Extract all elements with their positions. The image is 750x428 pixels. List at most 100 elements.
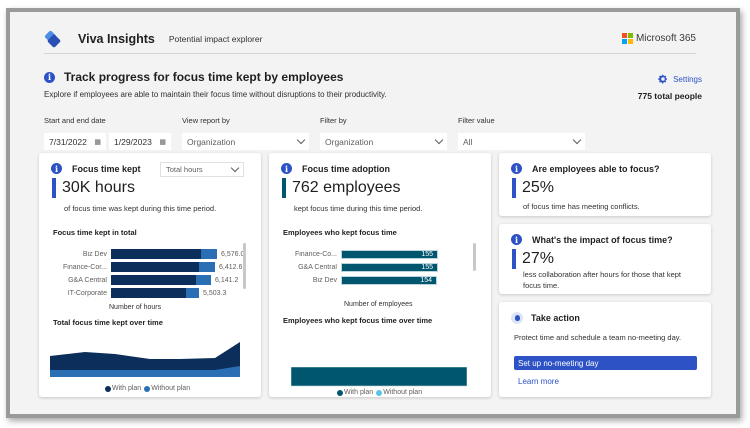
info-icon[interactable]: i xyxy=(281,163,292,174)
legend-item[interactable]: Without plan xyxy=(144,385,190,392)
legend-dot-icon xyxy=(144,385,151,392)
start-date-input[interactable]: 7/31/2022 ▦ xyxy=(44,133,106,150)
area-chart[interactable] xyxy=(291,367,467,387)
bar-label: IT-Corporate xyxy=(67,289,107,297)
microsoft-logo-icon xyxy=(621,33,633,44)
page-description: Explore if employees are able to maintai… xyxy=(44,90,387,99)
bar-row[interactable]: Biz Dev 6,576.0 xyxy=(49,249,244,259)
bar-label: Finance-Co... xyxy=(294,250,337,258)
card-title-text: Are employees able to focus? xyxy=(532,163,660,174)
end-date-value: 1/29/2023 xyxy=(114,136,152,147)
metric-row: 762 employees xyxy=(282,178,401,198)
metric-row: 30K hours xyxy=(52,178,135,198)
calendar-icon: ▦ xyxy=(159,138,166,146)
metric-value: 27% xyxy=(522,250,555,267)
stacked-bar xyxy=(111,275,211,285)
bar-row[interactable]: Biz Dev 154 xyxy=(279,275,437,285)
chart-legend: With plan Without plan xyxy=(105,385,193,392)
chart-title: Focus time kept in total xyxy=(53,228,137,237)
metric-description: of focus time was kept during this time … xyxy=(64,204,217,213)
bar-label: Biz Dev xyxy=(82,250,107,258)
brand-label: Microsoft 365 xyxy=(635,33,696,44)
metric-row: 25% xyxy=(512,178,554,198)
legend-label: Without plan xyxy=(151,385,191,392)
settings-label: Settings xyxy=(673,74,702,84)
legend-dot-icon xyxy=(105,385,111,392)
legend-dot-icon xyxy=(376,389,383,396)
able-to-focus-card: i Are employees able to focus? 25% of fo… xyxy=(499,153,711,216)
microsoft-365-brand: Microsoft 365 xyxy=(621,33,696,44)
page-heading: i Track progress for focus time kept by … xyxy=(44,70,343,84)
chevron-down-icon xyxy=(572,135,582,145)
app-container: Viva Insights Potential impact explorer … xyxy=(10,12,736,414)
date-range-label: Start and end date xyxy=(44,116,106,125)
card-title-text: Focus time kept xyxy=(72,163,141,174)
card-title: i Focus time kept xyxy=(51,163,141,174)
stacked-bar xyxy=(111,262,215,272)
legend-label: Without plan xyxy=(383,389,423,396)
legend-item[interactable]: With plan xyxy=(337,389,373,396)
filter-by-label: Filter by xyxy=(320,116,347,125)
accent-bar xyxy=(512,249,516,269)
bar-value: 155 xyxy=(421,250,433,258)
legend-item[interactable]: With plan xyxy=(105,385,141,392)
legend-label: With plan xyxy=(112,385,142,392)
learn-more-link[interactable]: Learn more xyxy=(518,377,559,386)
stacked-bar xyxy=(111,288,199,298)
stacked-bar xyxy=(111,249,217,259)
bar-value: 6,141.2 xyxy=(215,276,239,284)
focus-time-kept-card: i Focus time kept Total hours 30K hours … xyxy=(39,153,261,397)
end-date-input[interactable]: 1/29/2023 ▦ xyxy=(109,133,171,150)
info-icon[interactable]: i xyxy=(511,163,522,174)
bar-label: G&A Central xyxy=(68,276,107,284)
gear-icon xyxy=(658,74,668,84)
chart-legend: With plan Without plan xyxy=(337,389,425,396)
app-subtitle: Potential impact explorer xyxy=(168,33,263,44)
area-chart[interactable] xyxy=(50,338,240,383)
bar-value: 6,412.6 xyxy=(219,263,243,271)
filter-by-dropdown[interactable]: Organization xyxy=(320,133,447,150)
window-frame: Viva Insights Potential impact explorer … xyxy=(6,8,740,418)
card-title-text: Take action xyxy=(531,313,580,323)
metric-row: 27% xyxy=(512,249,554,269)
info-icon[interactable]: i xyxy=(51,163,62,174)
settings-button[interactable]: Settings xyxy=(658,74,702,84)
legend-item[interactable]: Without plan xyxy=(376,389,422,396)
chevron-down-icon xyxy=(434,135,444,145)
filter-value-value: All xyxy=(463,136,473,147)
app-title: Viva Insights xyxy=(78,31,155,46)
metric-value: 25% xyxy=(522,179,555,196)
card-title: i Focus time adoption xyxy=(281,163,390,174)
chart-title: Total focus time kept over time xyxy=(53,318,163,327)
chevron-down-icon xyxy=(296,135,306,145)
bar-value: 6,576.0 xyxy=(221,250,245,258)
filter-value-dropdown[interactable]: All xyxy=(458,133,585,150)
bar: 155 xyxy=(341,262,438,272)
view-report-dropdown[interactable]: Organization xyxy=(182,133,309,150)
accent-bar xyxy=(512,178,516,198)
bar-row[interactable]: G&A Central 6,141.2 xyxy=(49,275,238,285)
info-icon[interactable]: i xyxy=(511,234,522,245)
calendar-icon: ▦ xyxy=(94,138,101,146)
total-hours-dropdown[interactable]: Total hours xyxy=(160,162,244,177)
bar-row[interactable]: IT-Corporate 5,503.3 xyxy=(49,288,226,298)
bar: 154 xyxy=(341,275,437,285)
card-title-text: Focus time adoption xyxy=(302,163,391,174)
chevron-down-icon xyxy=(230,163,240,173)
start-date-value: 7/31/2022 xyxy=(49,136,87,147)
chart-title: Employees who kept focus time xyxy=(283,228,397,237)
chart-scrollbar[interactable] xyxy=(243,243,246,289)
card-title-text: What's the impact of focus time? xyxy=(532,234,673,245)
set-up-no-meeting-day-button[interactable]: Set up no-meeting day xyxy=(514,356,697,370)
accent-bar xyxy=(52,178,56,198)
info-icon[interactable]: i xyxy=(44,71,55,83)
chart-scrollbar[interactable] xyxy=(473,243,476,271)
bar-row[interactable]: Finance-Cor... 6,412.6 xyxy=(49,262,242,272)
metric-value: 30K hours xyxy=(62,179,135,196)
metric-description: of focus time has meeting conflicts. xyxy=(523,202,640,211)
bar-row[interactable]: Finance-Co... 155 xyxy=(279,249,438,259)
bar-row[interactable]: G&A Central 155 xyxy=(279,262,438,272)
metric-description: kept focus time during this time period. xyxy=(294,204,423,213)
x-axis-label: Number of hours xyxy=(109,304,162,311)
page-title: Track progress for focus time kept by em… xyxy=(64,70,344,84)
